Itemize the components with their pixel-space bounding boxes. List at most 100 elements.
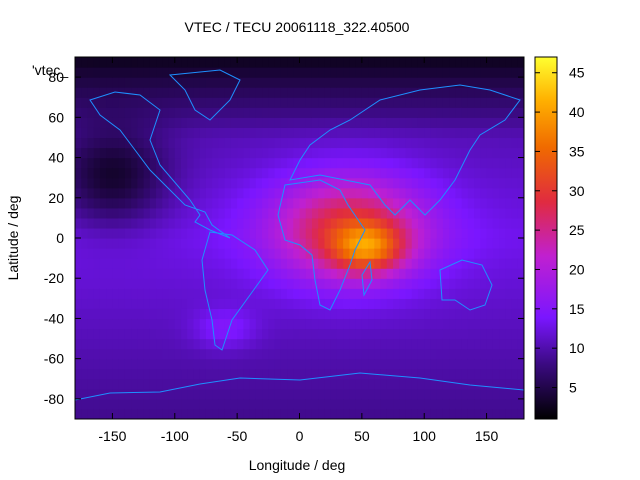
heatmap-cell [424, 268, 432, 279]
heatmap-cell [368, 288, 375, 299]
heatmap-cell [131, 358, 138, 370]
heatmap-cell [81, 127, 89, 139]
heatmap-cell [149, 57, 157, 68]
heatmap-cell [99, 248, 107, 259]
heatmap-cell [205, 87, 213, 98]
heatmap-cell [243, 227, 251, 239]
heatmap-cell [486, 167, 494, 179]
heatmap-cell [162, 248, 170, 259]
heatmap-cell [143, 388, 151, 400]
heatmap-cell [237, 217, 244, 229]
heatmap-cell [262, 77, 269, 88]
heatmap-cell [517, 318, 524, 330]
heatmap-cell [442, 57, 450, 68]
heatmap-cell [124, 217, 132, 229]
heatmap-cell [293, 207, 301, 219]
heatmap-cell [199, 197, 207, 209]
heatmap-cell [174, 328, 182, 340]
heatmap-cell [87, 298, 95, 309]
heatmap-cell [124, 258, 132, 269]
heatmap-cell [324, 107, 332, 118]
heatmap-cell [81, 147, 89, 159]
heatmap-cell [380, 107, 388, 118]
heatmap-cell [149, 358, 157, 370]
heatmap-cell [87, 238, 95, 249]
heatmap-cell [424, 348, 432, 360]
heatmap-cell [411, 87, 419, 98]
heatmap-cell [492, 348, 500, 360]
heatmap-cell [181, 57, 188, 68]
heatmap-cell [131, 258, 138, 269]
heatmap-cell [436, 238, 444, 249]
heatmap-cell [330, 338, 338, 350]
heatmap-cell [436, 308, 444, 320]
x-tick-label: -50 [227, 428, 247, 444]
heatmap-cell [268, 408, 276, 419]
heatmap-cell [449, 298, 457, 309]
heatmap-cell [436, 157, 444, 169]
heatmap-cell [355, 318, 363, 330]
heatmap-cell [249, 147, 257, 159]
heatmap-cell [324, 258, 332, 269]
heatmap-cell [417, 398, 425, 410]
heatmap-cell [268, 358, 276, 370]
heatmap-cell [393, 127, 400, 139]
heatmap-cell [330, 127, 338, 139]
heatmap-cell [430, 57, 438, 68]
heatmap-cell [505, 408, 513, 419]
heatmap-cell [361, 238, 369, 249]
heatmap-cell [99, 328, 107, 340]
heatmap-cell [355, 388, 363, 400]
heatmap-cell [393, 398, 400, 410]
heatmap-cell [361, 167, 369, 179]
heatmap-cell [336, 298, 344, 309]
heatmap-cell [143, 318, 151, 330]
heatmap-cell [156, 268, 163, 279]
heatmap-cell [474, 288, 481, 299]
heatmap-cell [162, 288, 170, 299]
heatmap-cell [311, 298, 319, 309]
heatmap-cell [499, 117, 506, 128]
heatmap-cell [461, 338, 469, 350]
heatmap-cell [93, 227, 101, 239]
heatmap-cell [199, 217, 207, 229]
heatmap-cell [255, 258, 263, 269]
heatmap-cell [274, 258, 282, 269]
heatmap-cell [99, 207, 107, 219]
heatmap-cell [368, 107, 375, 118]
heatmap-cell [187, 167, 195, 179]
heatmap-cell [280, 258, 288, 269]
heatmap-cell [417, 77, 425, 88]
heatmap-cell [118, 207, 126, 219]
heatmap-cell [299, 408, 307, 419]
heatmap-cell [181, 157, 188, 169]
heatmap-cell [399, 227, 407, 239]
heatmap-cell [411, 97, 419, 108]
heatmap-cell [293, 348, 301, 360]
heatmap-cell [124, 398, 132, 410]
heatmap-cell [474, 67, 481, 78]
heatmap-cell [499, 308, 506, 320]
heatmap-cell [492, 368, 500, 380]
heatmap-cell [436, 328, 444, 340]
heatmap-cell [318, 318, 326, 330]
heatmap-cell [336, 398, 344, 410]
heatmap-cell [355, 127, 363, 139]
heatmap-cell [511, 167, 519, 179]
heatmap-cell [486, 227, 494, 239]
heatmap-cell [436, 338, 444, 350]
heatmap-cell [243, 378, 251, 390]
heatmap-cell [124, 107, 132, 118]
heatmap-cell [442, 157, 450, 169]
heatmap-cell [99, 348, 107, 360]
heatmap-cell [156, 298, 163, 309]
heatmap-cell [499, 238, 506, 249]
heatmap-cell [106, 368, 114, 380]
heatmap-cell [99, 227, 107, 239]
heatmap-cell [517, 87, 524, 98]
heatmap-cell [212, 157, 220, 169]
heatmap-cell [81, 217, 89, 229]
heatmap-cell [386, 258, 394, 269]
heatmap-cell [262, 167, 269, 179]
colorbar-tick-label: 10 [569, 340, 585, 356]
